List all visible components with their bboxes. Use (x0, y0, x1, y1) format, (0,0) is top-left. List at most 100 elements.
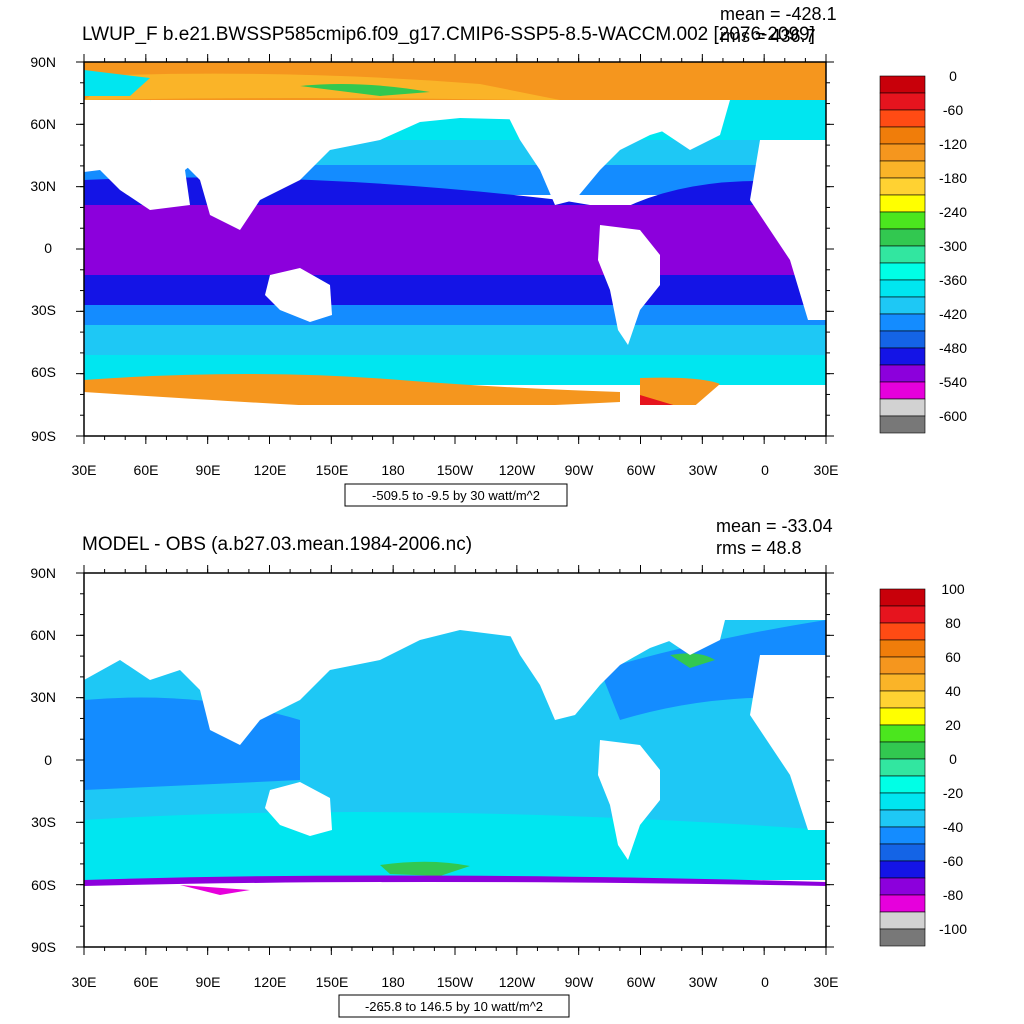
colorbar-swatch (879, 398, 926, 417)
panel-2-map (84, 573, 826, 947)
lat-label: 30S (31, 814, 56, 830)
panel-2-rms: rms = 48.8 (716, 538, 802, 558)
colorbar-swatch (879, 126, 926, 145)
colorbar-swatch (879, 707, 926, 726)
lon-label: 90W (565, 974, 595, 990)
lat-label: 90N (30, 565, 56, 581)
colorbar-swatch (879, 758, 926, 777)
colorbar-swatch (879, 347, 926, 366)
lon-label: 30E (72, 462, 97, 478)
colorbar-swatch (879, 75, 926, 94)
colorbar-label: 0 (949, 751, 957, 767)
colorbar-label: -480 (939, 340, 967, 356)
lon-label: 90W (565, 462, 595, 478)
colorbar-label: 40 (945, 683, 961, 699)
colorbar-label: -420 (939, 306, 967, 322)
lat-label: 60N (30, 627, 56, 643)
lon-label: 90E (196, 462, 221, 478)
colorbar-swatch (879, 877, 926, 896)
colorbar-label: 60 (945, 649, 961, 665)
colorbar-swatch (879, 177, 926, 196)
panel-1-map (84, 62, 826, 436)
lat-label: 90S (31, 939, 56, 955)
lon-label: 120W (499, 462, 536, 478)
colorbar-swatch (879, 860, 926, 879)
lon-label: 30W (689, 462, 719, 478)
panel-1-lat-labels: 90N 60N 30N 0 30S 60S 90S (30, 54, 56, 444)
lon-label: 90E (196, 974, 221, 990)
colorbar-label: -360 (939, 272, 967, 288)
colorbar-swatch (879, 279, 926, 298)
colorbar-label: -540 (939, 374, 967, 390)
colorbar-label: -180 (939, 170, 967, 186)
lat-label: 90S (31, 428, 56, 444)
colorbar-swatch (879, 690, 926, 709)
axis-ticks (76, 565, 834, 955)
lon-label: 30W (689, 974, 719, 990)
panel-1-contour-info: -509.5 to -9.5 by 30 watt/m^2 (372, 488, 540, 503)
lat-label: 60N (30, 116, 56, 132)
colorbar-swatch (879, 109, 926, 128)
lon-label: 60E (134, 974, 159, 990)
colorbar-label: -240 (939, 204, 967, 220)
colorbar-label: 80 (945, 615, 961, 631)
panel-2-title: MODEL - OBS (a.b27.03.mean.1984-2006.nc) (82, 534, 472, 555)
panel-2: MODEL - OBS (a.b27.03.mean.1984-2006.nc)… (30, 516, 967, 1018)
lon-label: 120W (499, 974, 536, 990)
colorbar-swatch (879, 673, 926, 692)
panel-2-contour-info: -265.8 to 146.5 by 10 watt/m^2 (365, 999, 543, 1014)
colorbar-swatch (879, 639, 926, 658)
panel-1-contour-box (344, 483, 568, 507)
panel-1: LWUP_F b.e21.BWSSP585cmip6.f09_g17.CMIP6… (30, 4, 967, 507)
colorbar-swatch (879, 262, 926, 281)
panel-1-colorbar: 0 -60 -120 -180 -240 -300 -360 -420 -480 -540 -600 (879, 68, 967, 434)
panel-2-lat-labels: 90N 60N 30N 0 30S 60S 90S (30, 565, 56, 955)
lon-label: 120E (254, 462, 287, 478)
lat-label: 30N (30, 689, 56, 705)
colorbar-swatch (879, 741, 926, 760)
colorbar-swatch (879, 330, 926, 349)
lon-label: 60W (627, 462, 657, 478)
colorbar-swatch (879, 211, 926, 230)
lat-label: 30S (31, 302, 56, 318)
colorbar-swatch (879, 656, 926, 675)
panel-1-title: LWUP_F b.e21.BWSSP585cmip6.f09_g17.CMIP6… (82, 24, 815, 45)
colorbar-label: -60 (943, 853, 963, 869)
panel-2-mean: mean = -33.04 (716, 516, 833, 536)
colorbar-swatch (879, 809, 926, 828)
colorbar-label: 100 (941, 581, 965, 597)
lon-label: 120E (254, 974, 287, 990)
lon-label: 180 (381, 974, 405, 990)
panel-1-lon-labels: 30E 60E 90E 120E 150E 180 150W 120W 90W … (72, 462, 839, 478)
colorbar-swatch (879, 228, 926, 247)
colorbar-swatch (879, 792, 926, 811)
colorbar-swatch (879, 364, 926, 383)
lon-label: 0 (761, 462, 769, 478)
lat-label: 60S (31, 364, 56, 380)
lat-label: 30N (30, 178, 56, 194)
colorbar-swatch (879, 194, 926, 213)
lon-label: 150W (437, 462, 474, 478)
lon-label: 150W (437, 974, 474, 990)
lon-label: 150E (316, 462, 349, 478)
colorbar-swatch (879, 415, 926, 434)
axis-ticks (76, 54, 834, 444)
land-masses (84, 100, 826, 345)
colorbar-label: 0 (949, 68, 957, 84)
colorbar-label: -20 (943, 785, 963, 801)
colorbar-swatch (879, 622, 926, 641)
lat-label: 0 (44, 752, 52, 768)
lon-label: 30E (814, 462, 839, 478)
lon-label: 30E (814, 974, 839, 990)
lon-label: 150E (316, 974, 349, 990)
lon-label: 60E (134, 462, 159, 478)
panel-2-contour-box (338, 994, 570, 1018)
colorbar-swatch (879, 160, 926, 179)
lat-label: 90N (30, 54, 56, 70)
lon-label: 60W (627, 974, 657, 990)
panel-2-lon-labels: 30E 60E 90E 120E 150E 180 150W 120W 90W … (72, 974, 839, 990)
lat-label: 0 (44, 240, 52, 256)
colorbar-label: -40 (943, 819, 963, 835)
colorbar-swatch (879, 296, 926, 315)
colorbar-swatch (879, 381, 926, 400)
